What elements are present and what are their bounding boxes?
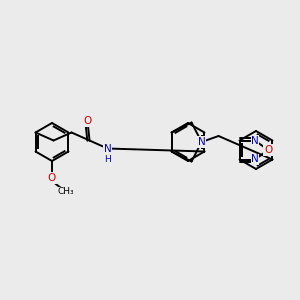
Text: N: N <box>251 136 259 146</box>
Text: O: O <box>264 145 272 155</box>
Text: N: N <box>198 137 206 147</box>
Text: CH₃: CH₃ <box>58 188 74 196</box>
Text: N: N <box>251 154 259 164</box>
Text: N: N <box>104 143 111 154</box>
Text: O: O <box>48 173 56 183</box>
Text: O: O <box>83 116 92 127</box>
Text: H: H <box>104 155 111 164</box>
